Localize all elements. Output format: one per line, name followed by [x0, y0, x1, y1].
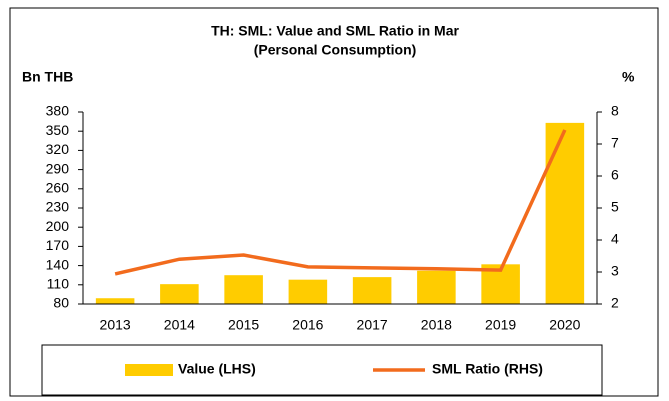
- bar: [95, 298, 135, 304]
- x-tick-label: 2014: [164, 317, 195, 333]
- x-tick-label: 2016: [292, 317, 323, 333]
- y-tick-label: 140: [46, 256, 70, 272]
- y2-tick-label: 5: [611, 199, 619, 215]
- y2-tick-label: 3: [611, 263, 619, 279]
- y-axis-label: Bn THB: [22, 69, 73, 85]
- y2-tick-label: 6: [611, 167, 619, 183]
- chart-subtitle: (Personal Consumption): [254, 42, 417, 58]
- y-tick-label: 260: [46, 180, 70, 196]
- y-tick-label: 380: [46, 103, 70, 119]
- x-tick-label: 2017: [357, 317, 388, 333]
- bar: [224, 275, 263, 304]
- y2-tick-label: 4: [611, 231, 619, 247]
- y-tick-label: 320: [46, 141, 70, 157]
- y-tick-label: 200: [46, 218, 70, 234]
- bar: [352, 277, 392, 304]
- x-tick-label: 2020: [549, 317, 580, 333]
- legend-label: Value (LHS): [178, 361, 256, 377]
- y2-tick-label: 8: [611, 103, 619, 119]
- x-tick-label: 2019: [485, 317, 516, 333]
- x-tick-label: 2015: [228, 317, 259, 333]
- y-tick-label: 80: [53, 295, 69, 311]
- x-tick-label: 2013: [100, 317, 131, 333]
- bar: [160, 284, 199, 304]
- y2-tick-label: 7: [611, 135, 619, 151]
- legend-swatch: [125, 364, 173, 376]
- chart-frame: [9, 7, 659, 397]
- bar: [417, 270, 456, 304]
- y-tick-label: 350: [46, 122, 70, 138]
- line: [114, 129, 567, 276]
- y-tick-label: 170: [46, 237, 70, 253]
- chart-title: TH: SML: Value and SML Ratio in Mar: [211, 23, 459, 39]
- y2-axis-label: %: [622, 69, 635, 85]
- y-tick-label: 290: [46, 160, 70, 176]
- bar: [288, 279, 328, 304]
- bar: [545, 122, 585, 304]
- y2-tick-label: 2: [611, 295, 619, 311]
- legend-label: SML Ratio (RHS): [432, 361, 543, 377]
- y-tick-label: 110: [47, 276, 70, 292]
- y-tick-label: 230: [46, 199, 70, 215]
- x-tick-label: 2018: [421, 317, 452, 333]
